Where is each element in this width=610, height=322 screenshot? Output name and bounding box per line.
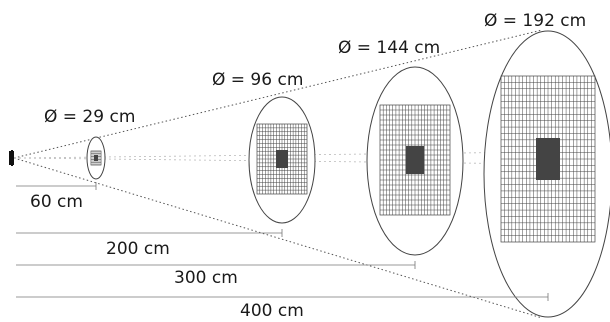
diameter-label-192: Ø = 192 cm xyxy=(484,11,586,31)
distance-label-60: 60 cm xyxy=(30,192,83,212)
grid-section-300 xyxy=(379,104,451,216)
diameter-label-96: Ø = 96 cm xyxy=(212,70,303,90)
beam-upper-edge xyxy=(13,29,543,159)
distance-label-300: 300 cm xyxy=(174,268,238,288)
target-center-block xyxy=(276,150,288,168)
g1-frame xyxy=(90,150,102,166)
grid-section-200 xyxy=(256,123,308,195)
grid-section-400 xyxy=(500,75,596,243)
distance-label-400: 400 cm xyxy=(240,301,304,321)
distance-label-200: 200 cm xyxy=(106,239,170,259)
diameter-label-144: Ø = 144 cm xyxy=(338,38,440,58)
diameter-label-29: Ø = 29 cm xyxy=(44,107,135,127)
target-center-block xyxy=(406,146,424,174)
target-center-block xyxy=(94,155,98,161)
target-center-block xyxy=(536,138,560,180)
grid-section-60 xyxy=(90,150,102,166)
